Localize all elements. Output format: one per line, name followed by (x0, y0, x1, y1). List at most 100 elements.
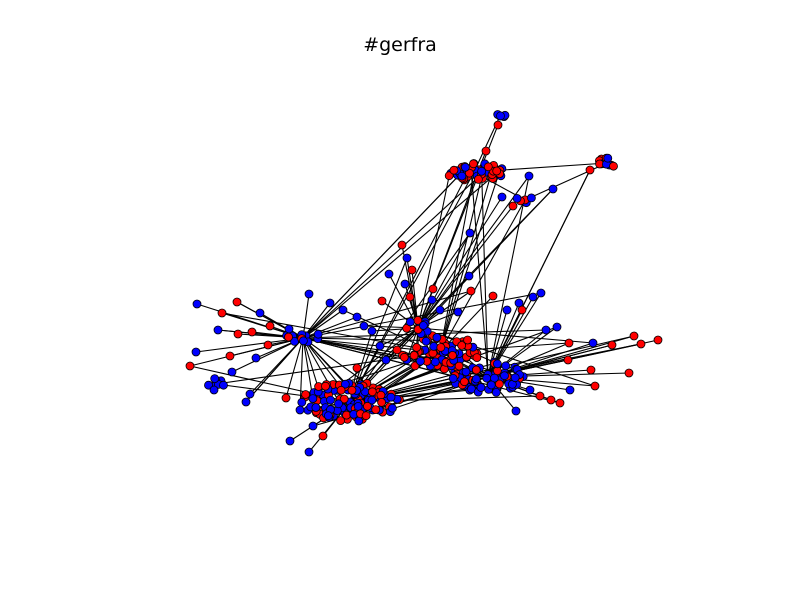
graph-node-blue (192, 299, 202, 309)
graph-edge (302, 309, 344, 339)
graph-node-red (535, 391, 545, 401)
graph-node-red (471, 365, 481, 375)
graph-node-red (585, 165, 595, 175)
graph-node-red (377, 397, 387, 407)
graph-node-blue (461, 367, 471, 377)
graph-node-blue (381, 355, 391, 365)
graph-node-red (609, 161, 618, 171)
graph-node-red (468, 159, 478, 169)
figure-title: #gerfra (363, 34, 437, 56)
graph-node-blue (427, 295, 437, 305)
graph-node-blue (588, 338, 598, 348)
graph-node-blue (453, 307, 463, 317)
graph-node-red (493, 120, 503, 130)
graph-node-red (217, 308, 227, 318)
graph-node-blue (191, 347, 201, 357)
graph-node-red (405, 292, 415, 302)
graph-node-red (336, 385, 346, 395)
graph-node-blue (497, 192, 507, 202)
graph-edge (487, 169, 591, 378)
graph-node-blue (501, 361, 511, 371)
graph-node-red (376, 390, 386, 400)
graph-node-blue (541, 325, 551, 335)
node-layer (185, 110, 663, 457)
graph-node-blue (548, 184, 558, 194)
graph-node-blue (204, 380, 213, 390)
graph-node-blue (384, 269, 394, 279)
graph-edge (524, 162, 608, 201)
graph-edge (439, 199, 526, 353)
graph-node-blue (295, 405, 305, 415)
graph-node-blue (415, 356, 425, 366)
graph-node-red (318, 431, 328, 441)
graph-node-red (653, 335, 663, 345)
graph-node-blue (298, 336, 308, 346)
graph-node-red (301, 390, 311, 399)
graph-node-blue (460, 162, 470, 172)
graph-node-red (481, 146, 491, 156)
graph-node-red (517, 305, 527, 315)
graph-edge (417, 124, 499, 329)
graph-edge (417, 205, 514, 329)
graph-node-blue (308, 394, 318, 404)
graph-node-blue (491, 387, 501, 397)
graph-node-blue (245, 389, 255, 399)
graph-node-blue (511, 406, 521, 416)
graph-node-blue (325, 298, 335, 308)
graph-node-red (459, 377, 469, 387)
graph-edge (439, 171, 475, 353)
graph-node-blue (213, 325, 223, 335)
graph-node-red (636, 339, 646, 349)
graph-edge (302, 337, 374, 389)
graph-edge (249, 337, 304, 395)
graph-node-blue (387, 403, 397, 413)
graph-node-blue (338, 305, 348, 315)
graph-node-red (473, 174, 483, 184)
graph-node-red (448, 350, 457, 360)
graph-node-blue (528, 292, 538, 302)
graph-node-red (428, 284, 438, 294)
graph-edge (470, 169, 489, 378)
graph-edge (439, 165, 495, 353)
graph-edge (417, 175, 450, 329)
graph-edge (285, 337, 304, 399)
graph-node-blue (432, 333, 442, 342)
graph-node-blue (536, 288, 546, 298)
graph-node-blue (465, 228, 475, 238)
graph-node-blue (284, 324, 294, 334)
graph-node-blue (565, 385, 575, 395)
graph-edge (302, 316, 358, 339)
graph-node-blue (386, 392, 396, 402)
graph-edge (487, 175, 530, 378)
graph-node-red (412, 343, 422, 352)
graph-node-blue (524, 171, 534, 181)
graph-node-blue (326, 395, 335, 405)
graph-node-red (336, 416, 346, 426)
graph-edge (195, 337, 304, 353)
graph-node-red (472, 353, 482, 363)
graph-node-red (362, 401, 372, 411)
graph-node-red (463, 335, 473, 345)
graph-node-red (371, 405, 381, 415)
graph-node-blue (313, 329, 323, 339)
graph-node-blue (297, 397, 307, 407)
graph-node-red (483, 162, 493, 172)
graph-node-red (263, 340, 273, 350)
graph-node-blue (308, 421, 318, 431)
graph-edge (302, 290, 472, 339)
graph-node-blue (227, 367, 237, 377)
graph-node-blue (251, 353, 261, 363)
graph-node-red (409, 350, 419, 360)
graph-node-blue (405, 317, 415, 327)
graph-node-red (508, 201, 518, 211)
graph-node-blue (430, 357, 440, 367)
graph-node-red (281, 393, 291, 403)
graph-node-blue (241, 397, 251, 407)
graph-node-blue (255, 308, 265, 318)
graph-node-blue (304, 447, 314, 457)
graph-node-blue (486, 380, 496, 390)
graph-node-red (407, 265, 417, 275)
graph-node-blue (285, 436, 295, 446)
graph-node-blue (367, 326, 377, 336)
